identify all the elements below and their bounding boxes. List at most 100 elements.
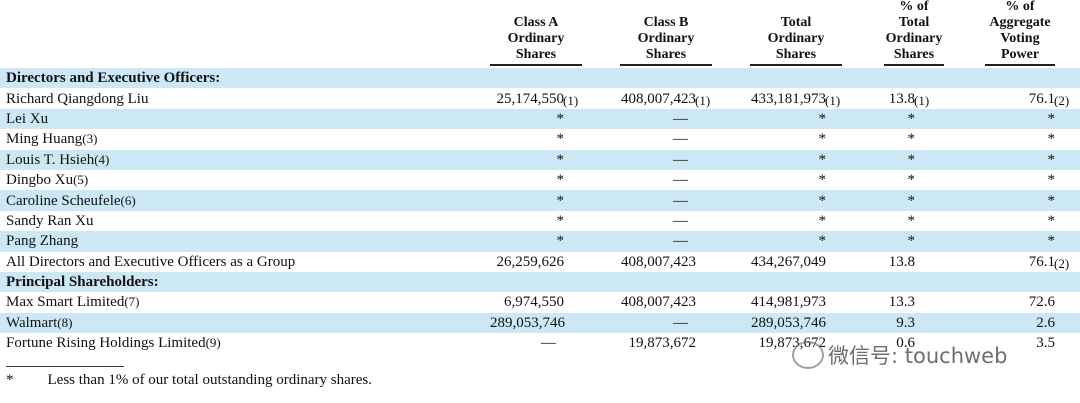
cell-value: 2.6: [1036, 314, 1056, 331]
row-label: Richard Qiangdong Liu: [0, 88, 490, 108]
table-cell: —: [582, 108, 713, 130]
table-row: Dingbo Xu(5) * — * * *: [0, 170, 1080, 190]
cell-value: —: [673, 131, 688, 148]
table-cell: *: [490, 149, 582, 170]
row-label: Ming Huang(3): [0, 129, 490, 149]
label-text: Fortune Rising Holdings Limited: [6, 335, 206, 352]
cell-value: *: [818, 233, 827, 250]
cell-value: *: [1047, 151, 1056, 168]
cell-value: *: [556, 212, 565, 229]
label-text: Principal Shareholders:: [6, 274, 159, 291]
cell-value: *: [818, 212, 827, 229]
table-cell: *: [940, 129, 1080, 149]
header-line: Shares: [515, 47, 557, 62]
cell-value: *: [1047, 172, 1056, 189]
label-text: Richard Qiangdong Liu: [6, 90, 149, 107]
table-cell: *: [940, 170, 1080, 190]
header-line: Class A: [513, 15, 559, 30]
cell-value: 13.3: [888, 294, 915, 311]
row-label: Caroline Scheufele(6): [0, 190, 490, 211]
table-cell: 9.3: [843, 312, 940, 334]
cell-value: *: [1047, 212, 1056, 229]
row-label: All Directors and Executive Officers as …: [0, 252, 490, 272]
cell-value: 26,259,626: [496, 253, 565, 270]
footnote-text: Less than 1% of our total outstanding or…: [47, 372, 373, 388]
label-text: Dingbo Xu: [6, 172, 74, 189]
row-label: Lei Xu: [0, 108, 490, 130]
table-cell: 0.6: [843, 333, 940, 353]
table-cell: 19,873,672: [582, 333, 713, 353]
header-line: Ordinary: [507, 31, 565, 46]
table-row: Walmart(8) 289,053,746—289,053,746 9.3 2.6: [0, 312, 1080, 334]
cell-value: *: [907, 192, 916, 209]
table-cell: —: [582, 129, 713, 149]
cell-value: 19,873,672: [628, 335, 697, 352]
row-label: Louis T. Hsieh(4): [0, 149, 490, 170]
cell-value: —: [673, 192, 688, 209]
footnote-marker: *: [6, 372, 14, 388]
row-label: Walmart(8): [0, 312, 490, 334]
footnote-rule: [6, 366, 124, 367]
table-cell: *: [843, 231, 940, 252]
table-cell: *: [490, 190, 582, 211]
column-header: Total Ordinary Shares: [750, 15, 842, 66]
table-cell: 414,981,973: [713, 292, 843, 312]
table-cell: *: [713, 170, 843, 190]
table-cell: *: [843, 108, 940, 130]
table-cell: *: [940, 149, 1080, 170]
footnote-ref: (2): [1054, 255, 1070, 271]
cell-value: *: [907, 233, 916, 250]
table-cell: 76.1 (2): [940, 252, 1080, 272]
label-text: Caroline Scheufele: [6, 192, 121, 209]
table-cell: *: [713, 190, 843, 211]
footnote-ref: (3): [82, 131, 98, 147]
cell-value: 434,267,049: [751, 253, 826, 270]
header-line: % of: [899, 0, 929, 14]
table-cell: 289,053,746: [490, 312, 582, 334]
row-label: Pang Zhang: [0, 231, 490, 252]
table-cell: *: [940, 231, 1080, 252]
row-label: Principal Shareholders:: [0, 271, 1080, 293]
footnote-ref: (1): [563, 92, 579, 108]
table-cell: 25,174,550 (1): [490, 88, 582, 108]
cell-value: 3.5: [1036, 335, 1056, 352]
table-cell: *: [490, 211, 582, 231]
column-header: % of Aggregate Voting Power: [985, 0, 1055, 66]
table-cell: 13.8: [843, 252, 940, 272]
label-text: Max Smart Limited: [6, 294, 125, 311]
row-label: Max Smart Limited(7): [0, 292, 490, 312]
header-line: Class B: [643, 15, 689, 30]
row-label: Dingbo Xu(5): [0, 170, 490, 190]
cell-value: 76.1 (2): [1029, 91, 1069, 108]
table-cell: —: [582, 231, 713, 252]
cell-value: 433,181,973 (1): [751, 91, 840, 108]
cell-value: —: [673, 151, 688, 168]
table-cell: —: [582, 170, 713, 190]
footnote-ref: (1): [695, 92, 711, 108]
cell-value: *: [556, 233, 565, 250]
cell-value: *: [1047, 233, 1056, 250]
footnote-ref: (5): [73, 172, 89, 188]
row-label: Directors and Executive Officers:: [0, 68, 1080, 89]
cell-value: 408,007,423 (1): [621, 91, 710, 108]
label-text: All Directors and Executive Officers as …: [6, 253, 296, 270]
footnote-ref: (6): [120, 192, 136, 208]
table-cell: *: [490, 231, 582, 252]
table-cell: *: [490, 108, 582, 130]
cell-value: 9.3: [896, 314, 915, 331]
cell-value: 414,981,973: [751, 294, 826, 311]
cell-value: 13.8 (1): [889, 91, 929, 108]
table-cell: 408,007,423 (1): [582, 88, 713, 108]
table-cell: 408,007,423: [582, 292, 713, 312]
cell-value: *: [556, 131, 565, 148]
cell-value: *: [907, 110, 916, 127]
footnote-ref: (1): [914, 92, 930, 108]
cell-value: *: [818, 110, 827, 127]
header-line: Ordinary: [767, 31, 825, 46]
table-cell: 3.5: [940, 333, 1080, 353]
table-row: Ming Huang(3) * — * * *: [0, 129, 1080, 149]
table-cell: —: [582, 312, 713, 334]
table-cell: *: [713, 231, 843, 252]
cell-value: 25,174,550 (1): [497, 91, 579, 108]
cell-value: *: [907, 172, 916, 189]
